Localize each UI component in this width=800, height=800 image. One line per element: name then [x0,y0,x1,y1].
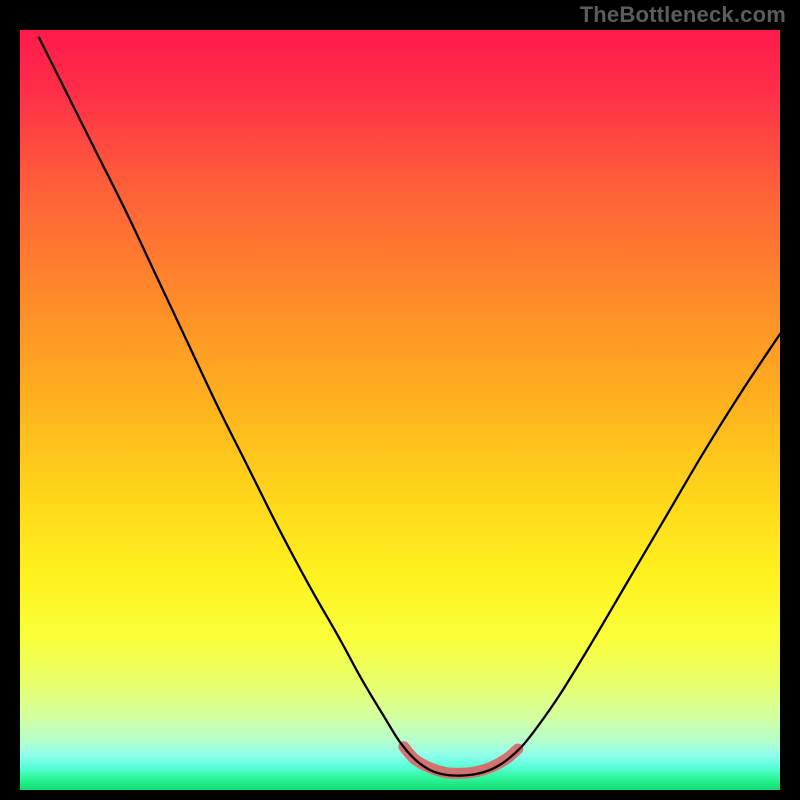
bottleneck-chart [0,0,800,800]
watermark-text: TheBottleneck.com [580,2,786,28]
heat-gradient-panel [20,30,780,790]
chart-stage: TheBottleneck.com [0,0,800,800]
